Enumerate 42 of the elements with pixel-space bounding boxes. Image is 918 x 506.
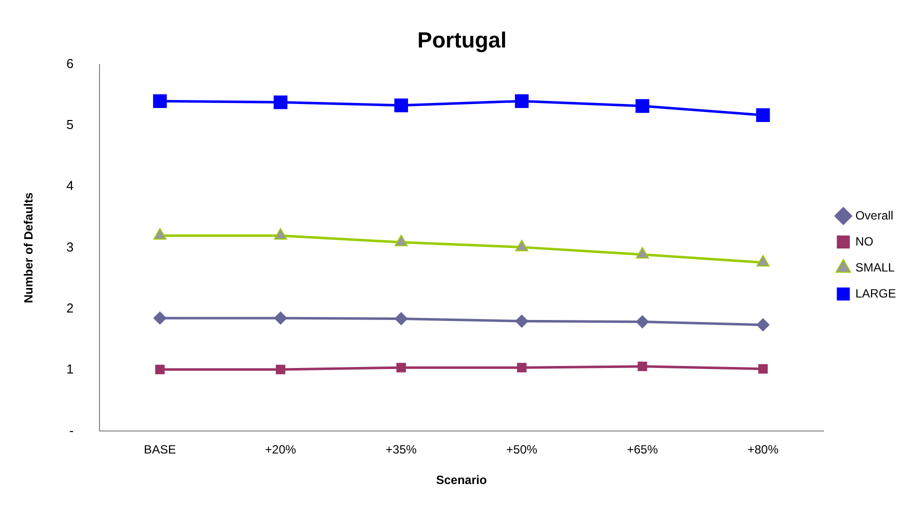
y-tick-label: 1: [66, 362, 74, 377]
x-tick-label: BASE: [144, 442, 176, 457]
y-tick-label: 4: [66, 178, 74, 194]
point: [394, 98, 408, 112]
point: [515, 240, 528, 252]
point: [517, 362, 527, 372]
point: [274, 228, 288, 240]
point: [636, 247, 649, 259]
point: [394, 312, 408, 326]
legend-label: NO: [855, 234, 874, 248]
y-axis-title: Number of Defaults: [22, 192, 36, 304]
point: [638, 362, 648, 372]
point: [756, 318, 770, 332]
point: [274, 95, 288, 110]
point: [756, 108, 770, 122]
point: [153, 228, 166, 240]
legend-label: LARGE: [855, 286, 896, 300]
point: [396, 362, 406, 372]
point: [758, 364, 768, 374]
x-tick-label: +50%: [506, 442, 538, 457]
point: [155, 364, 165, 374]
x-tick-label: +65%: [626, 442, 658, 457]
point: [636, 315, 649, 328]
y-tick-label: 5: [66, 117, 74, 132]
y-tick-label: 6: [66, 56, 74, 71]
x-axis-title: Scenario: [436, 473, 487, 488]
y-tick-label: 2: [66, 300, 74, 316]
legend-label: Overall: [855, 208, 894, 222]
point: [153, 312, 166, 325]
x-tick-label: +35%: [386, 442, 418, 457]
point: [514, 94, 529, 108]
point: [153, 94, 167, 108]
point: [276, 364, 286, 374]
x-tick-label: +20%: [265, 442, 296, 457]
y-tick-label: -: [69, 422, 74, 438]
point: [274, 312, 288, 325]
point: [636, 99, 650, 113]
legend-label: SMALL: [855, 260, 895, 274]
y-tick-label: 3: [66, 239, 74, 254]
point: [515, 314, 528, 328]
chart-title: Portugal: [417, 27, 507, 52]
x-tick-label: +80%: [747, 442, 779, 457]
